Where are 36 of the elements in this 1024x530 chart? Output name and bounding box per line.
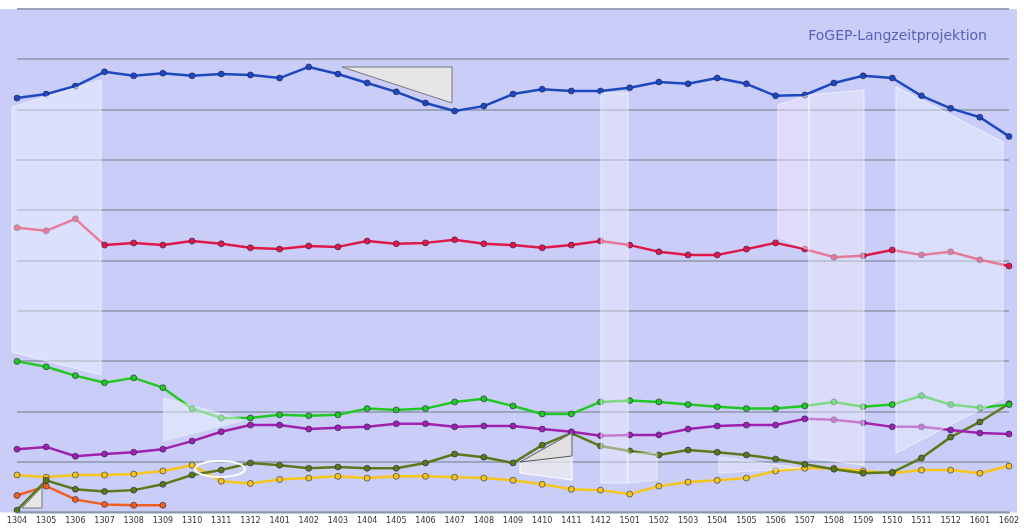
x-tick-label: 1309 [152,516,174,526]
x-tick-label: 1508 [823,516,845,526]
x-tick-label: 1506 [765,516,786,526]
x-tick-label: 1509 [852,516,874,526]
chart-title: FoGEP-Langzeitprojektion [808,26,987,43]
x-tick-label: 1410 [532,516,553,526]
x-tick-label: 1306 [65,516,86,526]
x-tick-label: 1507 [794,516,815,526]
x-tick-label: 1602 [998,516,1020,526]
x-tick-label: 1511 [911,516,932,526]
x-tick-label: 1510 [882,516,903,526]
x-tick-label: 1402 [298,516,319,526]
x-tick-label: 1512 [940,516,961,526]
x-tick-label: 1304 [6,516,28,526]
x-tick-label: 1503 [677,516,699,526]
x-tick-label: 1312 [240,516,261,526]
x-tick-label: 1408 [473,516,494,526]
x-tick-label: 1404 [356,516,378,526]
x-tick-label: 1405 [386,516,407,526]
x-tick-label: 1411 [561,516,582,526]
x-tick-label: 1401 [269,516,290,526]
x-tick-label: 1412 [590,516,611,526]
x-tick-label: 1403 [327,516,349,526]
x-tick-label: 1502 [648,516,670,526]
x-tick-label: 1305 [36,516,57,526]
x-tick-label: 1406 [415,516,436,526]
x-tick-label: 1307 [94,516,115,526]
x-tick-label: 1504 [707,516,728,526]
x-tick-label: 1505 [736,516,757,526]
x-tick-label: 1310 [181,516,203,526]
x-tick-label: 1311 [211,516,232,526]
x-tick-label: 1308 [123,516,144,526]
x-tick-label: 1407 [444,516,465,526]
x-tick-label: 1601 [969,516,990,526]
x-tick-label: 1409 [502,516,524,526]
x-tick-label: 1501 [619,516,640,526]
